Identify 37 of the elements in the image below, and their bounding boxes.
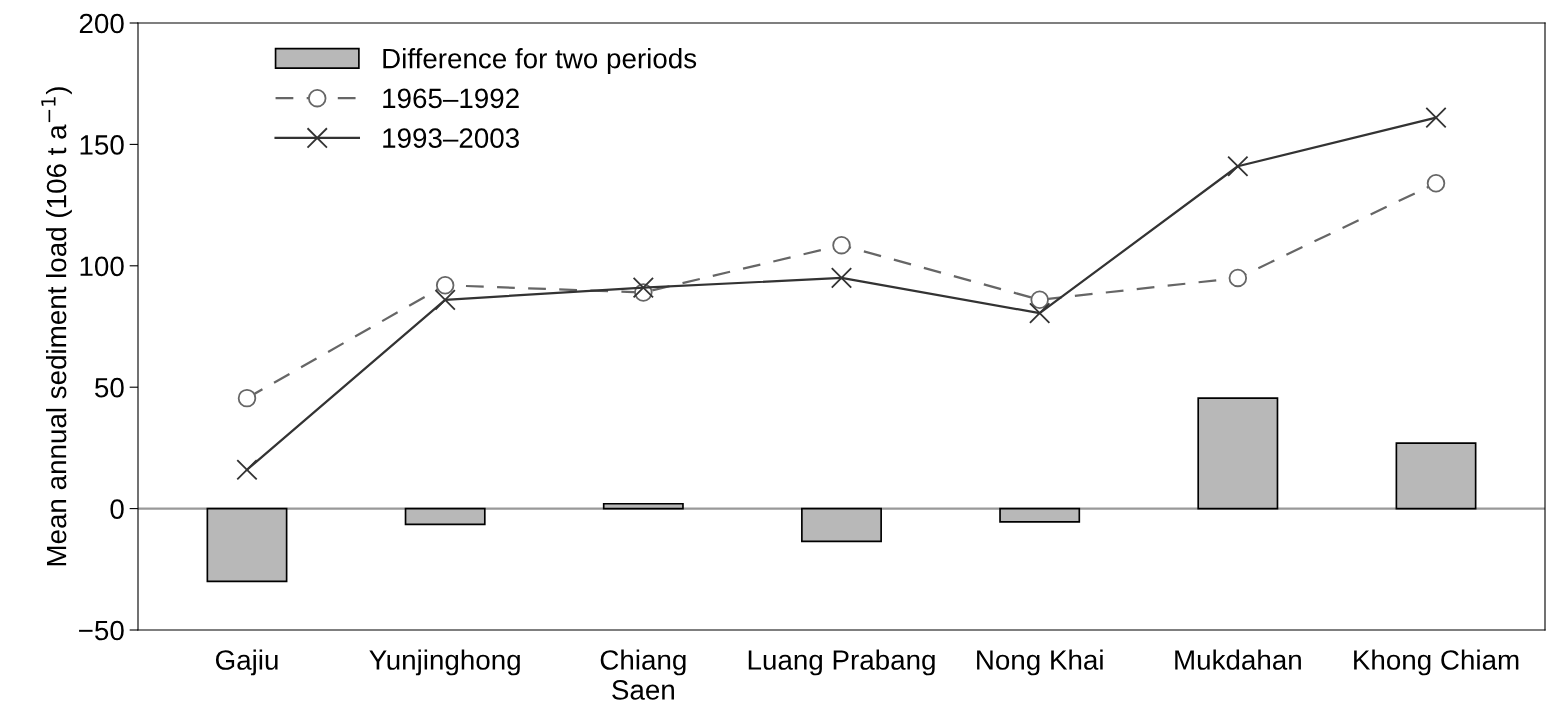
point [434, 289, 456, 311]
y-axis-title: Mean annual sediment load (106 t a$^{−1}$) [41, 87, 72, 566]
point [1227, 155, 1249, 177]
point [1030, 290, 1049, 310]
x-tick-label: Khong Chiam [1354, 649, 1519, 676]
point [830, 267, 853, 289]
x-tick-label: Gajiu [215, 649, 278, 676]
y-tick-label: 150 [80, 135, 124, 155]
y-tick-label: 0 [110, 499, 124, 519]
point [832, 235, 851, 255]
point [1425, 107, 1447, 129]
point [1426, 174, 1446, 193]
bar [801, 507, 882, 543]
legend-label: Difference for two periods [383, 48, 697, 74]
bar [1197, 397, 1279, 510]
bar [1395, 442, 1477, 510]
bar [999, 507, 1081, 523]
point [435, 275, 455, 295]
bar [602, 502, 684, 510]
bar [404, 507, 486, 526]
legend-label: 1965–1992 [383, 88, 519, 109]
y-tick-label: 200 [79, 13, 124, 34]
x-tick-label: Yunjinghong [369, 649, 520, 676]
legend-label: 1993–2003 [383, 128, 519, 148]
point [1029, 302, 1051, 324]
point [1228, 268, 1248, 288]
x-tick-label: Luang Prabang [748, 649, 935, 676]
point [237, 388, 257, 408]
x-tick-label: Mukdahan [1175, 649, 1301, 670]
x-tick-label: Chiang Saen [600, 649, 686, 700]
point [236, 459, 258, 481]
point [632, 277, 654, 299]
y-tick-label: −50 [79, 620, 124, 641]
bar [206, 507, 288, 583]
x-tick-label: Nong Khai [977, 649, 1103, 676]
y-tick-label: 100 [80, 256, 124, 277]
y-tick-label: 50 [95, 377, 124, 398]
